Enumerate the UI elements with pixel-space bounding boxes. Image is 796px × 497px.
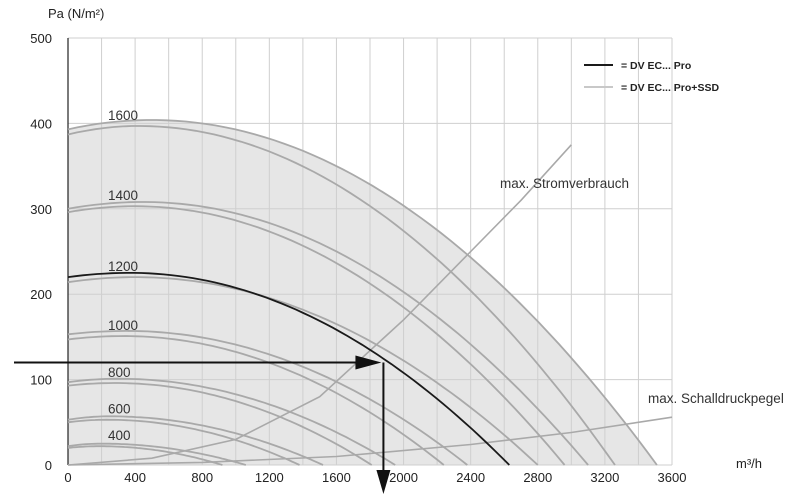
rpm-label-1400: 1400 — [108, 188, 138, 203]
rpm-label-600: 600 — [108, 402, 131, 417]
y-tick-label: 300 — [30, 202, 52, 217]
legend: = DV EC... Pro = DV EC... Pro+SSD — [584, 60, 719, 94]
y-tick-label: 100 — [30, 373, 52, 388]
rpm-label-1000: 1000 — [108, 318, 138, 333]
fan-curve-ssd-600 — [67, 415, 324, 466]
rpm-label-1200: 1200 — [108, 259, 138, 274]
max-sound-curve — [67, 416, 673, 466]
y-tick-label: 0 — [45, 458, 52, 473]
fan-curve-pro-1200 — [67, 272, 510, 466]
fan-curve-ssd-1200 — [67, 276, 539, 466]
fan-curve-ssd-1000 — [67, 335, 445, 466]
x-tick-label: 800 — [191, 470, 213, 485]
fan-curve-ssd-1400 — [67, 205, 566, 466]
y-tick-label: 400 — [30, 116, 52, 131]
rpm-label-1600: 1600 — [108, 108, 138, 123]
fan-curve-ssd-600 — [67, 418, 300, 466]
fan-curve-ssd-1400 — [67, 201, 589, 466]
x-tick-label: 3600 — [658, 470, 687, 485]
rpm-label-800: 800 — [108, 365, 131, 380]
x-tick-label: 0 — [64, 470, 71, 485]
fan-curve-ssd-800 — [67, 377, 396, 466]
arrow-vertical-head — [376, 470, 391, 494]
labels: Pa (N/m²) m³/h 0 400 800 1200 1600 2000 2400 28… — [30, 6, 784, 485]
x-tick-label: 400 — [124, 470, 146, 485]
y-tick-label: 200 — [30, 287, 52, 302]
x-tick-label: 2400 — [456, 470, 485, 485]
fan-curve-ssd-800 — [67, 382, 373, 466]
fan-curve-ssd-400 — [67, 445, 223, 466]
legend-label-ssd: = DV EC... Pro+SSD — [621, 82, 719, 94]
fan-curve-ssd-1600 — [67, 125, 616, 466]
curves — [67, 119, 673, 466]
max-power-label: max. Stromverbrauch — [500, 176, 629, 191]
operating-range-area — [68, 120, 657, 465]
fan-curve-ssd-1600 — [67, 119, 658, 466]
fan-curve-ssd-400 — [67, 442, 247, 466]
x-tick-label: 1600 — [322, 470, 351, 485]
x-tick-label: 1200 — [255, 470, 284, 485]
operating-point-arrows — [14, 355, 391, 494]
rpm-label-400: 400 — [108, 428, 131, 443]
x-tick-label: 2800 — [523, 470, 552, 485]
max-sound-label: max. Schalldruckpegel — [648, 391, 784, 406]
x-axis-label: m³/h — [736, 456, 762, 471]
x-tick-label: 2000 — [389, 470, 418, 485]
legend-label-pro: = DV EC... Pro — [621, 60, 691, 72]
operating-range-fill — [68, 120, 657, 465]
y-axis-label: Pa (N/m²) — [48, 6, 104, 21]
y-tick-label: 500 — [30, 31, 52, 46]
arrow-horizontal-head — [355, 355, 382, 370]
fan-curve-ssd-1000 — [67, 329, 468, 466]
x-tick-label: 3200 — [590, 470, 619, 485]
